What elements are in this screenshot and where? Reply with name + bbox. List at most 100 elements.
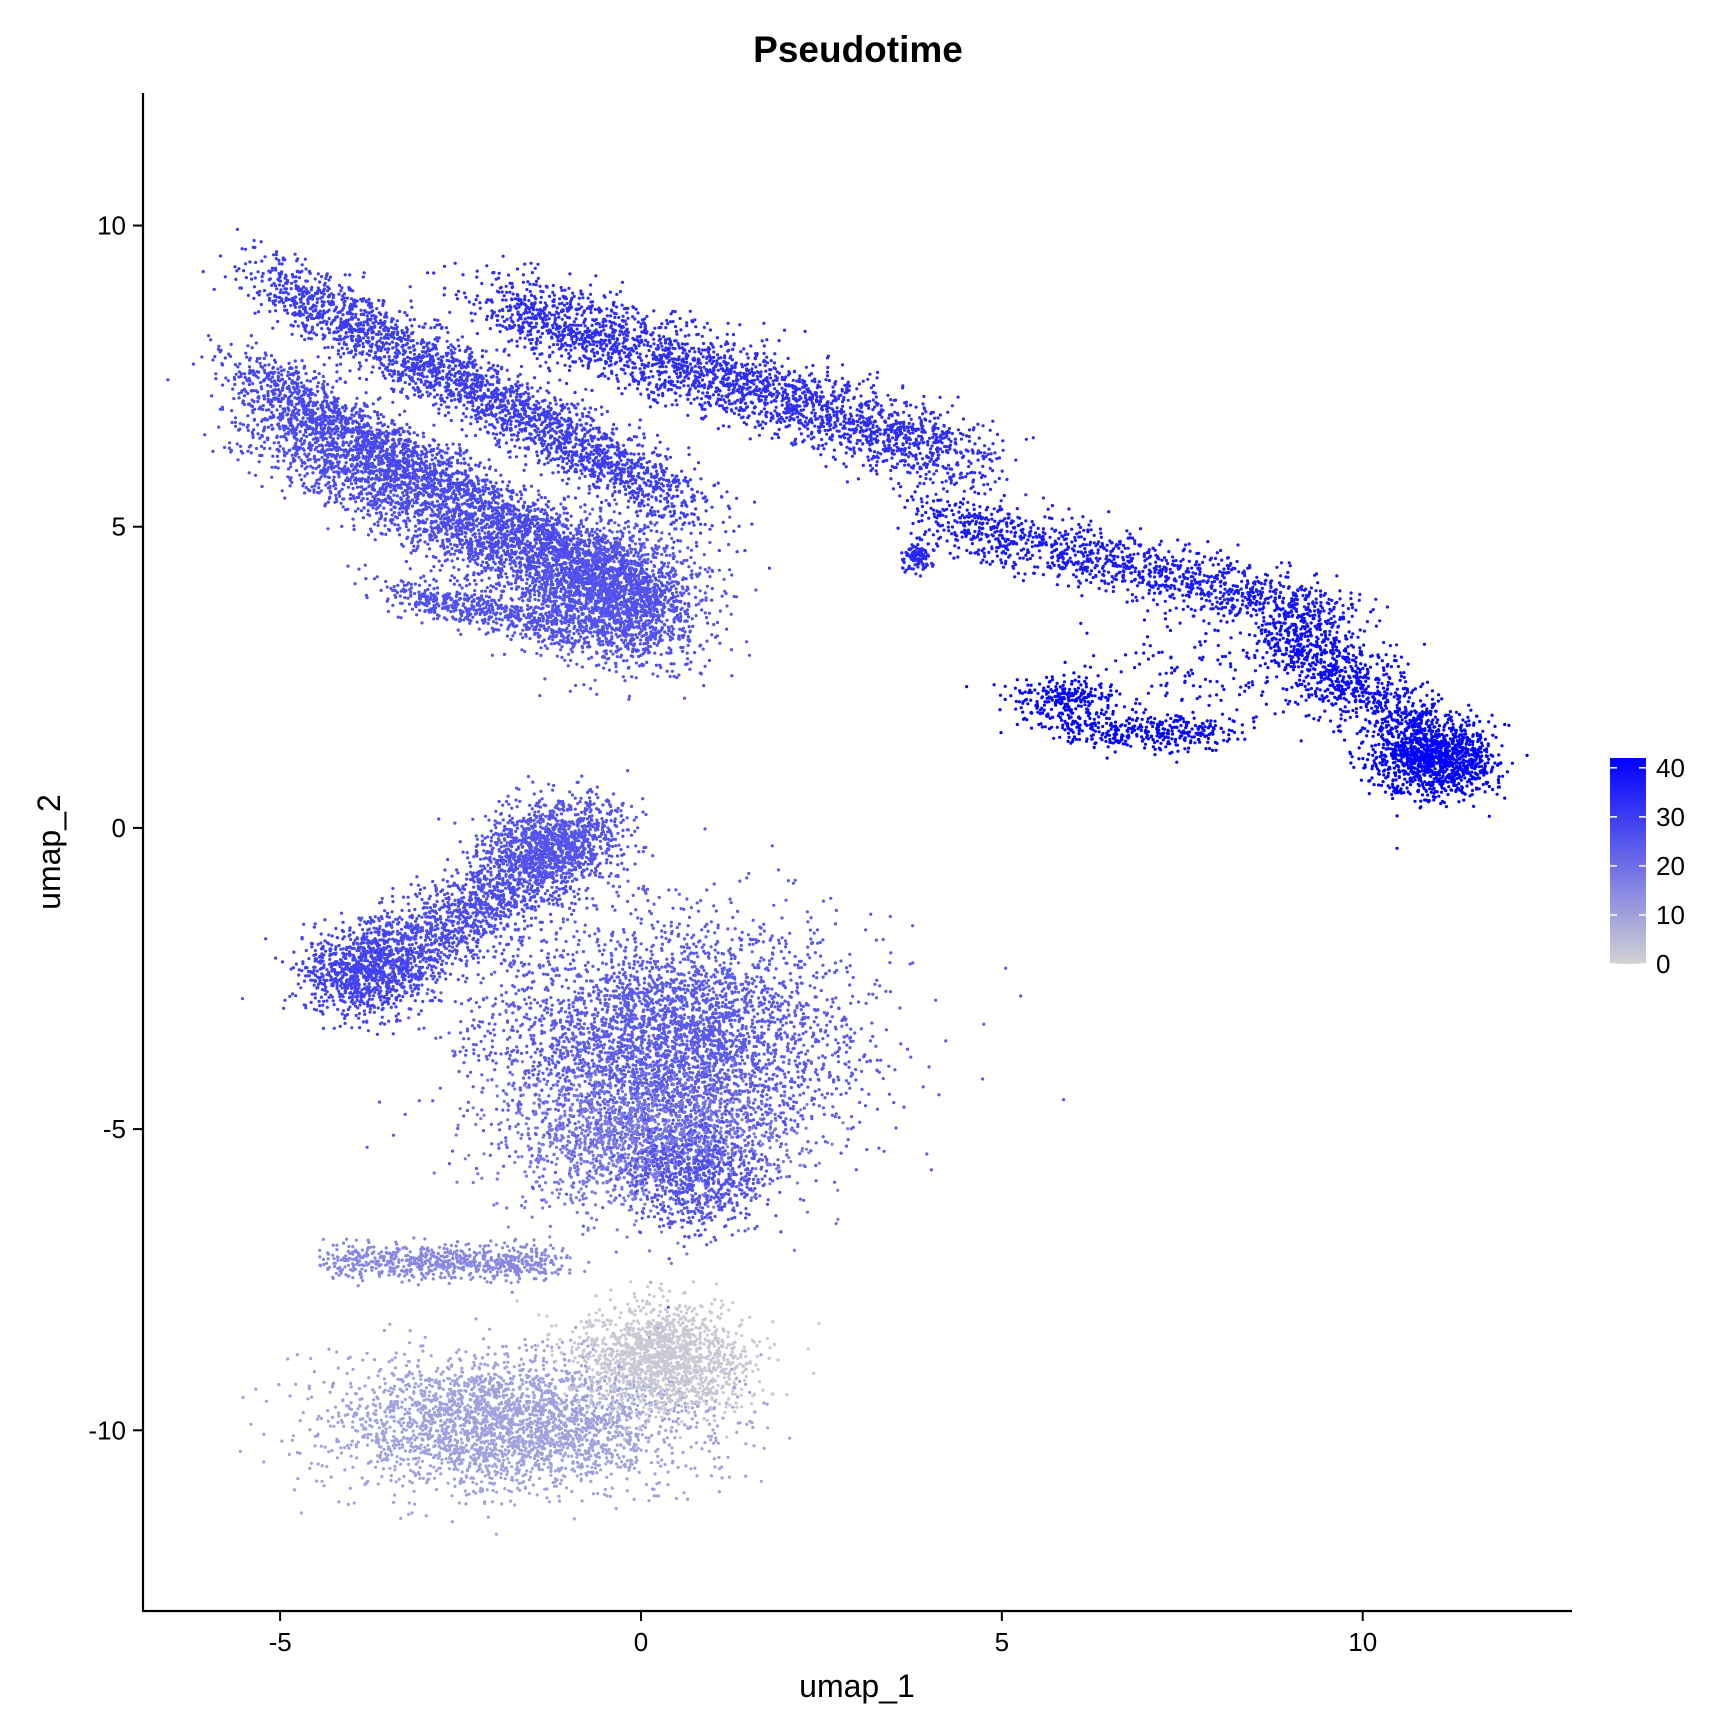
data-point	[538, 459, 541, 462]
data-point	[601, 456, 604, 459]
data-point	[546, 413, 549, 416]
data-point	[369, 350, 372, 353]
data-point	[702, 497, 705, 500]
data-point	[543, 430, 546, 433]
data-point	[571, 426, 574, 429]
data-point	[266, 390, 269, 393]
data-point	[420, 372, 423, 375]
data-point	[306, 318, 309, 321]
data-point	[287, 371, 290, 374]
data-point	[490, 413, 493, 416]
data-point	[569, 450, 572, 453]
data-point	[327, 346, 330, 349]
data-point	[254, 312, 257, 315]
data-point	[536, 390, 539, 393]
data-point	[257, 432, 260, 435]
data-point	[388, 355, 391, 358]
data-point	[302, 302, 305, 305]
data-point	[452, 442, 455, 445]
data-point	[476, 410, 479, 413]
data-point	[432, 424, 435, 427]
data-point	[262, 404, 265, 407]
data-point	[584, 433, 587, 436]
data-point	[768, 567, 771, 570]
data-point	[588, 485, 591, 488]
data-point	[582, 427, 585, 430]
data-point	[411, 331, 414, 334]
data-point	[633, 453, 636, 456]
data-point	[248, 383, 251, 386]
data-point	[387, 348, 390, 351]
data-point	[575, 469, 578, 472]
data-point	[574, 443, 577, 446]
data-point	[398, 310, 401, 313]
data-point	[581, 398, 584, 401]
chart-title: Pseudotime	[753, 29, 963, 70]
data-point	[385, 333, 388, 336]
data-point	[328, 317, 331, 320]
data-point	[584, 466, 587, 469]
data-point	[489, 492, 492, 495]
data-point	[474, 397, 477, 400]
data-point	[436, 500, 439, 503]
data-point	[680, 504, 683, 507]
data-point	[520, 365, 523, 368]
data-point	[624, 488, 627, 491]
data-point	[412, 339, 415, 342]
data-point	[617, 473, 620, 476]
data-point	[650, 495, 653, 498]
data-point	[460, 376, 463, 379]
data-point	[404, 381, 407, 384]
data-point	[422, 445, 425, 448]
data-point	[511, 386, 514, 389]
data-point	[322, 337, 325, 340]
data-point	[601, 473, 604, 476]
data-point	[450, 419, 453, 422]
data-point	[664, 507, 667, 510]
data-point	[309, 380, 312, 383]
data-point	[488, 423, 491, 426]
data-point	[561, 460, 564, 463]
data-point	[504, 414, 507, 417]
data-point	[593, 485, 596, 488]
data-point	[654, 488, 657, 491]
data-point	[276, 320, 279, 323]
data-point	[425, 344, 428, 347]
data-point	[378, 441, 381, 444]
data-point	[551, 471, 554, 474]
data-point	[596, 480, 599, 483]
data-point	[681, 523, 684, 526]
data-point	[606, 487, 609, 490]
data-point	[629, 473, 632, 476]
data-point	[554, 399, 557, 402]
data-point	[458, 447, 461, 450]
data-point	[508, 388, 511, 391]
data-point	[502, 429, 505, 432]
data-point	[381, 304, 384, 307]
data-point	[279, 288, 282, 291]
data-point	[635, 435, 638, 438]
data-point	[559, 445, 562, 448]
data-point	[323, 301, 326, 304]
data-point	[441, 369, 444, 372]
data-point	[286, 280, 289, 283]
data-point	[502, 395, 505, 398]
data-point	[525, 421, 528, 424]
data-point	[662, 478, 665, 481]
data-point	[317, 381, 320, 384]
data-point	[388, 363, 391, 366]
data-point	[526, 382, 529, 385]
data-point	[283, 287, 286, 290]
data-point	[627, 467, 630, 470]
data-point	[280, 271, 283, 274]
data-point	[568, 437, 571, 440]
data-point	[357, 318, 360, 321]
data-point	[596, 438, 599, 441]
data-point	[359, 321, 362, 324]
data-point	[297, 402, 300, 405]
data-point	[528, 417, 531, 420]
data-point	[652, 490, 655, 493]
data-point	[477, 482, 480, 485]
data-point	[376, 357, 379, 360]
